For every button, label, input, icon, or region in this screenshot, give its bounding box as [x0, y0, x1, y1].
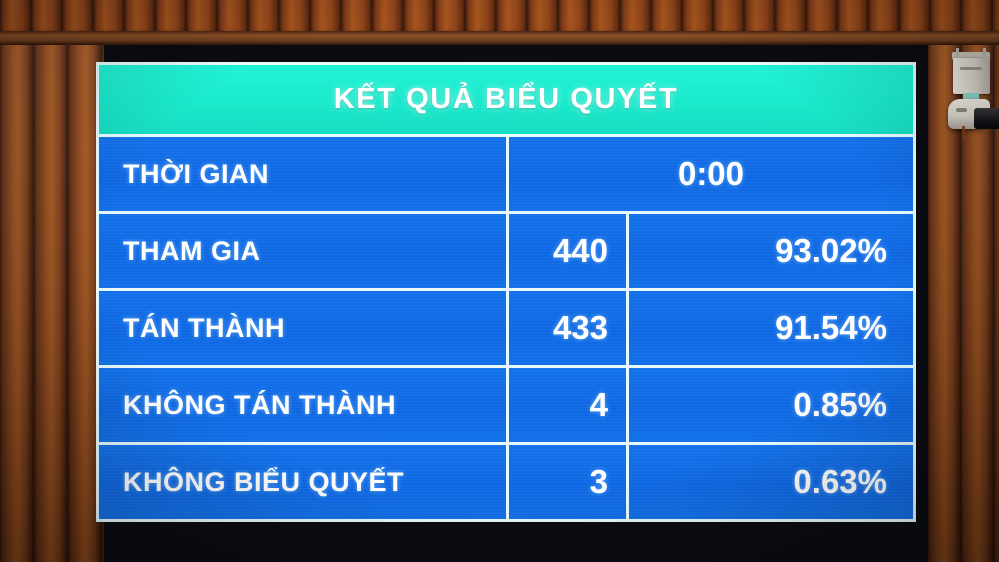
table-row: TÁN THÀNH 433 91.54%	[99, 291, 913, 368]
row-label: TÁN THÀNH	[123, 312, 285, 343]
row-percent-value: 0.63%	[793, 463, 887, 500]
wood-slat-panel-left	[0, 45, 104, 562]
row-time-value: 0:00	[677, 155, 745, 192]
row-label-cell: TÁN THÀNH	[99, 291, 509, 365]
wood-seam	[962, 126, 965, 140]
security-camera-icon	[946, 48, 999, 157]
row-percent-value: 91.54%	[775, 309, 887, 346]
page-title: KẾT QUẢ BIỂU QUYẾT	[333, 83, 679, 115]
voting-rows: THỜI GIAN 0:00 THAM GIA 440 93.02%	[99, 137, 913, 519]
board-header: KẾT QUẢ BIỂU QUYẾT	[99, 65, 913, 137]
row-count-value: 440	[552, 232, 608, 269]
row-count-cell: 3	[509, 445, 629, 519]
row-percent-cell: 0.85%	[629, 368, 913, 442]
camera-bracket	[952, 48, 990, 60]
table-row: KHÔNG TÁN THÀNH 4 0.85%	[99, 368, 913, 445]
row-label: THAM GIA	[123, 235, 261, 266]
camera-neck	[963, 93, 979, 101]
row-percent-cell: 91.54%	[629, 291, 913, 365]
row-count-value: 3	[589, 463, 608, 500]
row-label: THỜI GIAN	[123, 158, 270, 189]
row-percent-value: 0.85%	[793, 386, 887, 423]
camera-housing-box	[953, 58, 990, 94]
row-label: KHÔNG TÁN THÀNH	[123, 389, 396, 420]
voting-result-board: KẾT QUẢ BIỂU QUYẾT THỜI GIAN 0:00 THAM G…	[96, 62, 916, 522]
row-label: KHÔNG BIỂU QUYẾT	[123, 466, 405, 497]
row-count-cell: 433	[509, 291, 629, 365]
row-percent-value: 93.02%	[775, 232, 887, 269]
table-row: THAM GIA 440 93.02%	[99, 214, 913, 291]
row-count-cell: 4	[509, 368, 629, 442]
row-count-cell: 440	[509, 214, 629, 288]
table-row: THỜI GIAN 0:00	[99, 137, 913, 214]
row-count-value: 4	[589, 386, 608, 423]
row-count-value: 433	[552, 309, 608, 346]
row-label-cell: KHÔNG TÁN THÀNH	[99, 368, 509, 442]
row-percent-cell: 93.02%	[629, 214, 913, 288]
row-label-cell: KHÔNG BIỂU QUYẾT	[99, 445, 509, 519]
row-percent-cell: 0.63%	[629, 445, 913, 519]
row-time-cell: 0:00	[509, 137, 913, 211]
led-voting-display: KẾT QUẢ BIỂU QUYẾT THỜI GIAN 0:00 THAM G…	[96, 62, 916, 522]
table-row: KHÔNG BIỂU QUYẾT 3 0.63%	[99, 445, 913, 519]
wooden-ledge	[0, 31, 999, 45]
row-label-cell: THỜI GIAN	[99, 137, 509, 211]
row-label-cell: THAM GIA	[99, 214, 509, 288]
camera-lens	[974, 108, 999, 129]
